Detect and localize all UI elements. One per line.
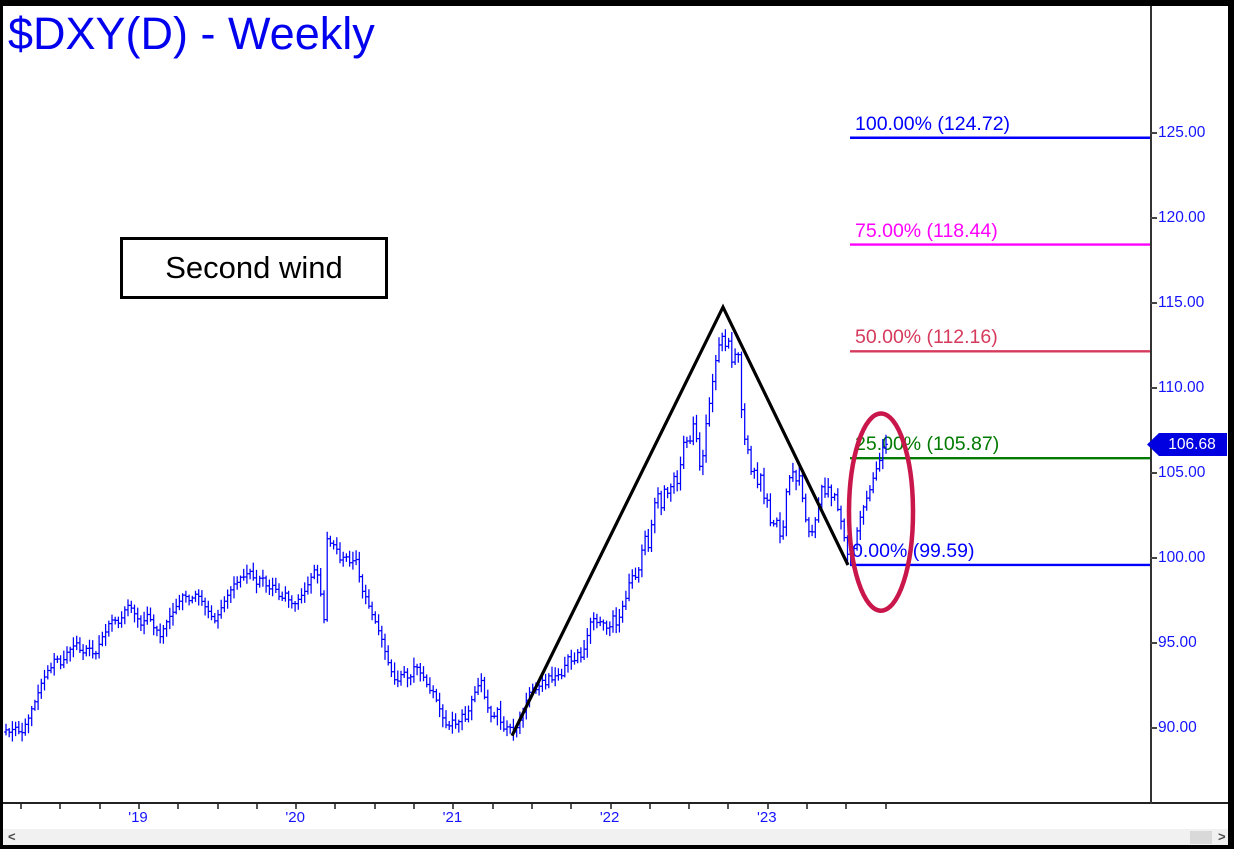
price-tick: [1150, 642, 1157, 644]
time-tick: [806, 804, 808, 809]
time-tick: [255, 804, 258, 809]
price-tick: [1150, 472, 1157, 474]
time-tick: [609, 804, 612, 809]
time-tick: [530, 804, 533, 809]
time-tick: [59, 804, 62, 809]
year-label: '21: [442, 809, 463, 826]
time-tick: [216, 804, 219, 809]
window-border-top: [0, 0, 1234, 6]
price-tick-label: 95.00: [1158, 634, 1197, 651]
year-label: '22: [599, 809, 620, 826]
time-tick: [491, 804, 494, 809]
price-tick-label: 120.00: [1158, 209, 1206, 226]
horizontal-scrollbar[interactable]: [3, 829, 1228, 845]
window-border-bottom: [0, 845, 1234, 849]
time-tick: [177, 804, 180, 809]
year-label: '20: [285, 809, 305, 826]
trendline-abc: [510, 303, 850, 737]
last-price-value: 106.68: [1168, 435, 1216, 453]
price-tick-label: 110.00: [1158, 379, 1205, 396]
window-border-left: [0, 0, 3, 849]
x-axis-line: [3, 802, 1228, 804]
price-tick-label: 90.00: [1158, 719, 1197, 736]
weekly-price-bars: [4, 329, 888, 742]
fib-label-0.00%: 0.00% (99.59): [852, 539, 975, 562]
time-tick: [413, 804, 415, 809]
year-label: '19: [128, 809, 148, 826]
fib-label-75.00%: 75.00% (118.44): [855, 219, 998, 242]
scrollbar-thumb[interactable]: [1190, 831, 1212, 844]
time-tick: [845, 804, 848, 809]
highlight-ellipse: [846, 411, 916, 613]
year-label: '23: [757, 809, 777, 826]
time-tick: [20, 804, 22, 809]
time-tick: [727, 804, 730, 809]
time-tick: [884, 804, 887, 809]
fib-label-50.00%: 50.00% (112.16): [855, 326, 998, 349]
chart-title: $DXY(D) - Weekly: [8, 8, 375, 59]
time-tick: [373, 804, 376, 809]
price-tick-label: 115.00: [1158, 294, 1205, 311]
time-tick: [98, 804, 101, 809]
price-tick-label: 100.00: [1158, 549, 1206, 566]
time-tick: [452, 804, 455, 809]
price-tick: [1150, 557, 1157, 559]
price-tick: [1150, 727, 1157, 729]
price-tick: [1150, 132, 1157, 134]
price-tick-label: 125.00: [1158, 124, 1206, 141]
annotation-box: Second wind: [120, 237, 388, 299]
y-axis-line: [1150, 6, 1152, 804]
window-border-right: [1228, 0, 1234, 849]
time-tick: [570, 804, 573, 809]
annotation-text: Second wind: [165, 250, 343, 285]
time-tick: [766, 804, 769, 809]
time-tick: [688, 804, 691, 809]
scroll-left-icon[interactable]: <: [8, 829, 16, 844]
price-tick: [1150, 302, 1157, 304]
scroll-right-icon[interactable]: >: [1218, 829, 1226, 844]
last-price-badge: 106.68: [1147, 433, 1227, 456]
fib-label-25.00%: 25.00% (105.87): [855, 433, 1000, 456]
time-tick: [648, 804, 651, 809]
fib-label-100.00%: 100.00% (124.72): [855, 112, 1011, 135]
price-tick-label: 105.00: [1158, 464, 1206, 481]
price-tick: [1150, 387, 1157, 389]
time-tick: [137, 804, 140, 809]
price-tick: [1150, 217, 1157, 219]
time-tick: [334, 804, 337, 809]
time-tick: [295, 804, 298, 809]
